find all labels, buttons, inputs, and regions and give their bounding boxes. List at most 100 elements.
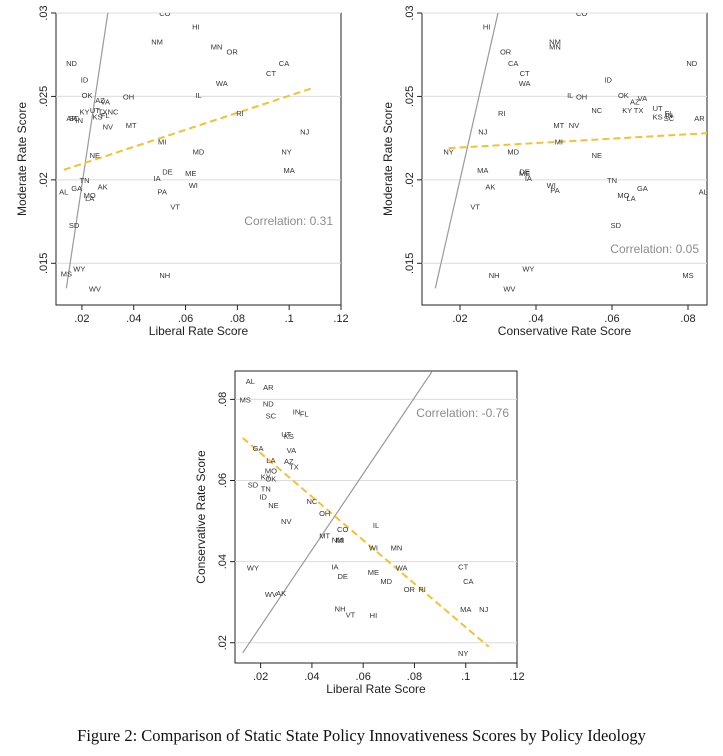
state-point-label: MS <box>240 395 251 404</box>
state-point-label: CO <box>576 9 587 18</box>
state-point-label: MN <box>211 42 223 51</box>
state-point-label: KS <box>284 432 294 441</box>
diagonal-reference-line <box>434 13 499 289</box>
state-point-label: NC <box>591 106 602 115</box>
state-point-label: LA <box>626 194 635 203</box>
state-point-label: HI <box>192 22 200 31</box>
state-point-label: IL <box>567 91 573 100</box>
state-point-label: RI <box>418 585 426 594</box>
state-point-label: TN <box>607 176 617 185</box>
figure-caption: Figure 2: Comparison of Static State Pol… <box>77 726 646 745</box>
state-point-label: ND <box>263 399 274 408</box>
diagonal-reference-line <box>242 371 433 654</box>
y-tick-label: .06 <box>217 473 229 488</box>
state-point-label: NC <box>108 107 119 116</box>
y-axis-label: Conservative Rate Score <box>194 450 208 584</box>
state-point-label: OK <box>618 91 629 100</box>
state-point-label: NV <box>103 122 113 131</box>
state-point-label: IN <box>665 111 673 120</box>
y-tick-label: .015 <box>404 253 416 274</box>
state-point-label: LA <box>266 456 275 465</box>
state-point-label: KY <box>261 472 271 481</box>
state-point-label: ND <box>686 59 697 68</box>
state-point-label: MT <box>553 121 564 130</box>
state-point-label: ME <box>519 169 530 178</box>
x-tick-label: .12 <box>509 671 524 683</box>
state-point-label: MT <box>319 531 330 540</box>
state-point-label: OR <box>404 585 416 594</box>
state-point-label: GA <box>637 184 648 193</box>
x-tick-label: .1 <box>461 671 470 683</box>
state-point-label: OH <box>576 92 587 101</box>
state-point-label: TX <box>289 462 299 471</box>
state-point-label: RI <box>236 109 244 118</box>
x-tick-label: .06 <box>356 671 371 683</box>
state-point-label: NJ <box>300 127 309 136</box>
state-point-label: FL <box>101 111 110 120</box>
state-point-label: NM <box>151 37 163 46</box>
state-point-label: IA <box>525 174 532 183</box>
state-point-label: VT <box>170 203 180 212</box>
state-point-label: GA <box>71 184 82 193</box>
y-tick-label: .015 <box>38 253 50 274</box>
state-point-label: SD <box>69 221 80 230</box>
state-point-label: SD <box>248 481 259 490</box>
state-point-label: KY <box>79 107 89 116</box>
state-point-label: NV <box>281 517 291 526</box>
correlation-annotation: Correlation: 0.31 <box>244 214 333 228</box>
y-axis-label: Moderate Rate Score <box>381 102 395 216</box>
state-point-label: AL <box>59 188 68 197</box>
state-point-label: CA <box>508 59 518 68</box>
state-point-label: PA <box>550 186 559 195</box>
state-point-label: PA <box>158 188 167 197</box>
scatter-panel-liberal-vs-conservative: .02 .04 .06 .08 .02 .04 .06 .08 .1 .12 Liberal Rat… <box>185 363 525 698</box>
state-point-label: SC <box>69 114 80 123</box>
state-point-label: OR <box>227 47 239 56</box>
x-tick-label: .04 <box>126 313 141 325</box>
state-point-label: ID <box>81 76 89 85</box>
state-point-label: VA <box>101 97 110 106</box>
scatter-panel-liberal-vs-moderate: .015 .02 .025 .03 .02 .04 .06 .08 .1 .12 Liberal R… <box>6 5 349 340</box>
state-point-label: OH <box>123 92 134 101</box>
state-point-label: HI <box>483 22 491 31</box>
y-tick-label: .02 <box>404 172 416 187</box>
state-point-label: WA <box>216 79 228 88</box>
state-point-label: LA <box>85 194 94 203</box>
x-tick-label: .02 <box>452 313 467 325</box>
state-point-label: NY <box>443 147 453 156</box>
state-point-label: UT <box>90 106 100 115</box>
x-tick-label: .02 <box>253 671 268 683</box>
state-point-label: NM <box>332 535 344 544</box>
state-point-label: MI <box>336 536 344 545</box>
state-point-label: GA <box>253 444 264 453</box>
x-axis-label: Conservative Rate Score <box>498 324 632 338</box>
state-point-label: MO <box>617 191 629 200</box>
state-point-label: MO <box>265 466 277 475</box>
y-tick-label: .04 <box>217 554 229 569</box>
state-point-label: NH <box>159 271 170 280</box>
state-point-label: OK <box>265 474 276 483</box>
state-point-label: AK <box>485 183 495 192</box>
state-point-label: ND <box>66 59 77 68</box>
state-point-label: CT <box>520 69 530 78</box>
state-point-label: MS <box>682 271 693 280</box>
state-point-label: NY <box>281 147 291 156</box>
state-point-label: NM <box>549 37 561 46</box>
diagonal-reference-line <box>65 13 109 289</box>
state-point-label: OR <box>500 47 512 56</box>
state-point-label: WY <box>73 264 85 273</box>
state-point-label: MI <box>158 137 166 146</box>
state-point-label: AK <box>276 589 286 598</box>
y-tick-label: .025 <box>404 86 416 107</box>
state-point-label: NC <box>306 497 317 506</box>
x-axis-label: Liberal Rate Score <box>326 682 426 696</box>
x-tick-label: .08 <box>230 313 245 325</box>
x-tick-label: .08 <box>680 313 695 325</box>
correlation-annotation: Correlation: -0.76 <box>416 406 509 420</box>
state-point-label: FL <box>300 410 309 419</box>
x-tick-label: .02 <box>74 313 89 325</box>
fit-trend-line <box>242 437 490 648</box>
state-point-label: NJ <box>479 605 488 614</box>
